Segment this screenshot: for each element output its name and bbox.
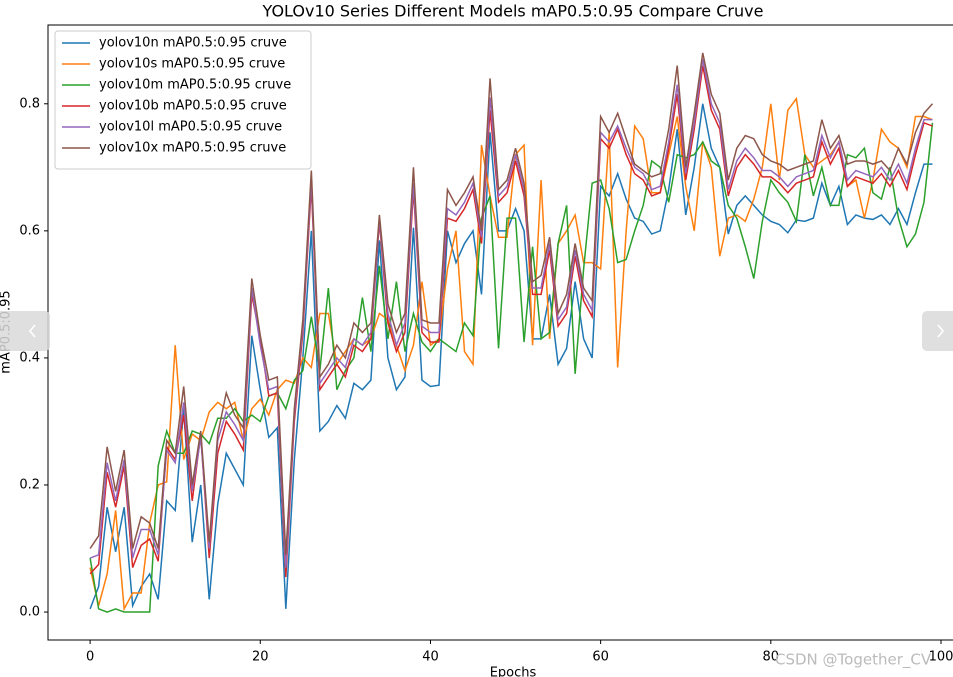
x-tick-label: 20: [252, 650, 269, 665]
watermark: CSDN @Together_CV: [775, 651, 932, 670]
y-tick-label: 0.6: [19, 223, 40, 238]
legend-label: yolov10x mAP0.5:0.95 cruve: [99, 141, 286, 156]
next-button[interactable]: [922, 311, 953, 351]
y-tick-label: 0.2: [19, 477, 40, 492]
x-tick-label: 40: [422, 650, 439, 665]
x-tick-label: 80: [763, 650, 780, 665]
series-line: [89, 59, 933, 568]
x-tick-label: 0: [86, 650, 94, 665]
x-axis-label: Epochs: [490, 666, 537, 677]
legend-label: yolov10n mAP0.5:0.95 cruve: [99, 36, 287, 51]
prev-button[interactable]: [0, 311, 50, 351]
legend-label: yolov10l mAP0.5:0.95 cruve: [99, 120, 282, 135]
prev-button-bg[interactable]: [0, 311, 50, 351]
y-tick-label: 0.8: [19, 96, 40, 111]
y-tick-label: 0.4: [19, 350, 40, 365]
prev-arrow: [28, 324, 36, 338]
legend-box: [54, 30, 312, 170]
legend-label: yolov10b mAP0.5:0.95 cruve: [99, 99, 287, 114]
series-line: [89, 65, 933, 578]
chart-title: YOLOv10 Series Different Models mAP0.5:0…: [262, 2, 764, 21]
legend-label: yolov10m mAP0.5:0.95 cruve: [99, 78, 291, 93]
next-arrow: [937, 324, 945, 338]
legend: yolov10n mAP0.5:0.95 cruve yolov10s mAP0.…: [54, 30, 312, 170]
series-line: [89, 103, 933, 610]
series-line: [89, 52, 934, 555]
plot-area: 0 20 40 60 80 100 0.0 0.2 0.4 0.6 0.8 yolov10n mAP0…: [19, 24, 953, 665]
y-tick-label: 0.0: [19, 605, 40, 620]
legend-label: yolov10s mAP0.5:0.95 cruve: [99, 57, 285, 72]
x-tick-label: 60: [592, 650, 609, 665]
series-line: [89, 122, 934, 613]
x-tick-label: 100: [929, 650, 953, 665]
next-button-bg[interactable]: [922, 311, 953, 351]
